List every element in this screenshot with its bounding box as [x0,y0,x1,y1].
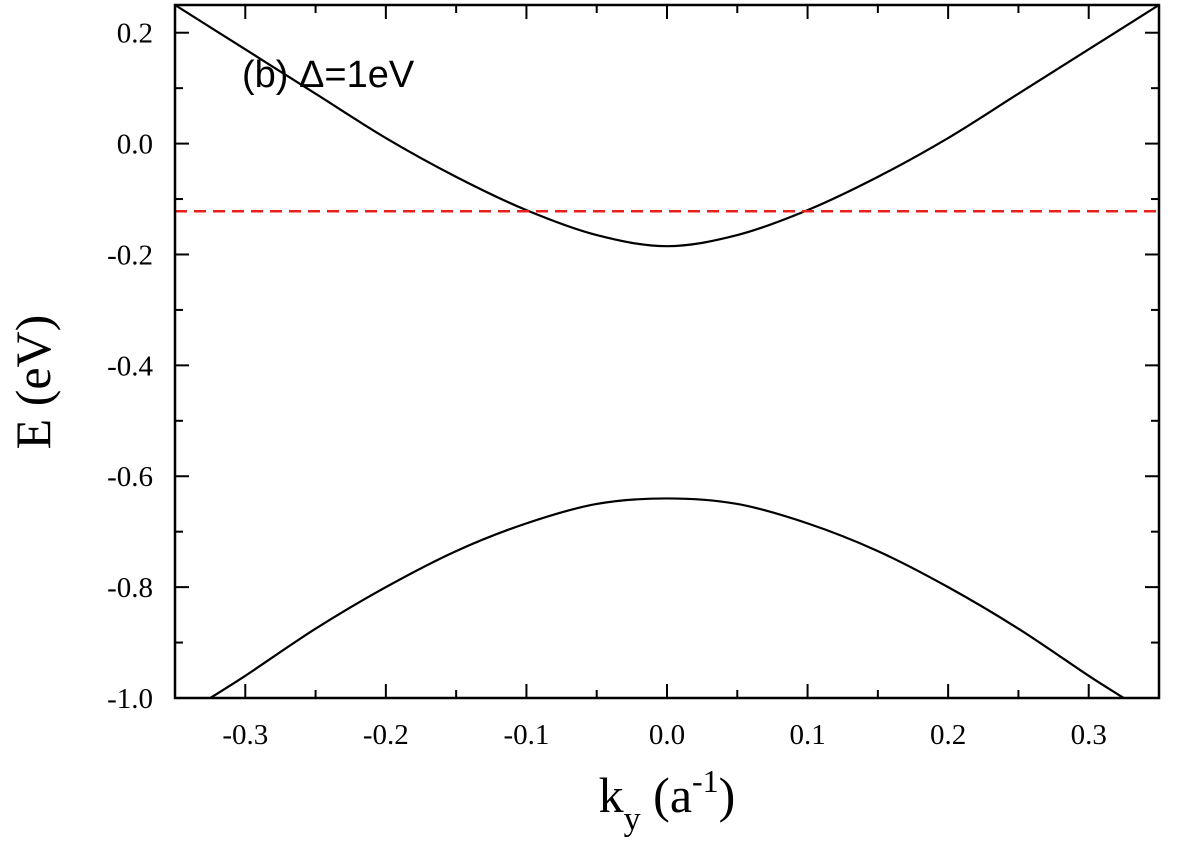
y-tick-label: 0.2 [117,18,153,50]
x-tick-label: 0.3 [1071,719,1107,751]
y-tick-label: 0.0 [117,129,153,161]
y-tick-label: -0.2 [107,239,153,271]
x-axis-title-main: k [599,767,624,823]
x-axis-title-unit-sup: -1 [692,763,719,799]
x-axis-title-unit-close: ) [719,767,736,823]
ticks-layer: -0.3 -0.2 -0.1 0.0 0.1 0.2 0.3 0.2 0.0 -0.2 -0.4 -0… [107,5,1159,751]
y-axis-title: E (eV) [5,315,61,450]
series-layer [175,5,1159,698]
x-tick-label: 0.0 [649,719,685,751]
x-tick-label: 0.1 [789,719,825,751]
x-tick-label: -0.3 [222,719,268,751]
y-tick-label: -0.6 [107,461,153,493]
series-line-1 [175,5,1159,248]
y-tick-label: -0.8 [107,572,153,604]
panel-label: (b) Δ=1eV [242,54,415,96]
x-tick-label: -0.2 [363,719,409,751]
plot-frame [173,3,1161,700]
x-axis-title-unit-open: (a [641,767,692,823]
x-axis-title-sub: y [624,801,641,838]
x-tick-label: -0.1 [503,719,549,751]
y-tick-label: -1.0 [107,683,153,715]
y-tick-label: -0.4 [107,350,153,382]
x-tick-label: 0.2 [930,719,966,751]
x-axis-title: ky (a-1) [599,763,736,838]
series-line-2 [209,497,1125,698]
